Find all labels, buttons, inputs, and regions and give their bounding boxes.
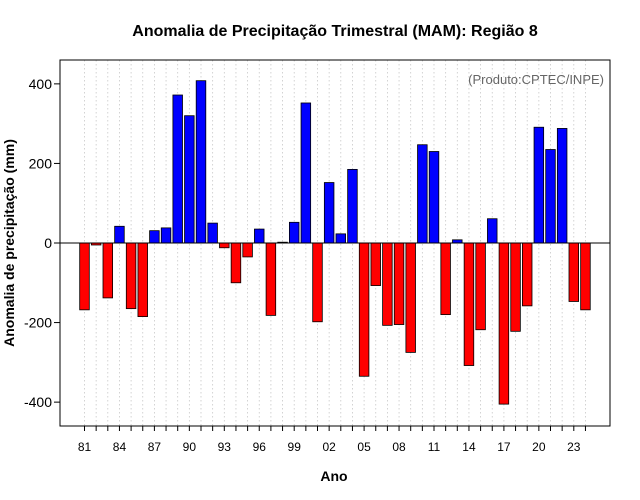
- bar-2010: [417, 144, 428, 244]
- bar-2020: [533, 126, 545, 244]
- x-tick-label-11: 11: [428, 440, 441, 454]
- bar-1999: [288, 221, 300, 244]
- bar-1989: [172, 94, 183, 244]
- bar-2015: [475, 242, 486, 331]
- x-tick-label-87: 87: [148, 440, 162, 454]
- x-tick-label-17: 17: [497, 440, 511, 454]
- x-tick-label-02: 02: [322, 440, 336, 454]
- bar-2023: [568, 242, 580, 302]
- x-tick-label-05: 05: [357, 440, 371, 454]
- bar-1981: [79, 242, 90, 311]
- bar-2019: [522, 242, 533, 307]
- bar-2006: [370, 242, 381, 286]
- bar-2005: [358, 242, 370, 377]
- y-axis-title: Anomalia de precipitação (mm): [1, 139, 17, 347]
- bar-2008: [393, 242, 405, 325]
- bar-1985: [125, 242, 137, 310]
- y-tick-label-0: 0: [44, 235, 52, 251]
- x-tick-label-99: 99: [288, 440, 302, 454]
- bar-1986: [137, 242, 148, 317]
- y-tick-label--400: -400: [24, 394, 52, 410]
- bar-2016: [487, 218, 498, 244]
- bar-1990: [184, 115, 195, 244]
- bar-2011: [428, 151, 440, 244]
- bar-1993: [219, 242, 230, 249]
- y-axis: -400 -200 0 200 400: [24, 76, 60, 410]
- chart-title: Anomalia de Precipitação Trimestral (MAM…: [132, 23, 538, 40]
- bar-2014: [463, 242, 475, 366]
- bar-1991: [195, 80, 207, 244]
- bar-1988: [160, 227, 172, 244]
- x-tick-label-81: 81: [78, 440, 92, 454]
- y-tick-label--200: -200: [24, 315, 52, 331]
- bar-2001: [312, 242, 323, 323]
- bar-2004: [347, 168, 358, 244]
- bar-2021: [545, 149, 556, 244]
- bar-2009: [405, 242, 416, 353]
- bar-2012: [440, 242, 451, 316]
- bar-1987: [149, 230, 160, 244]
- bar-2018: [510, 242, 521, 332]
- bar-1984: [114, 225, 125, 244]
- bar-1983: [102, 242, 114, 299]
- bars: [60, 80, 610, 405]
- x-tick-label-90: 90: [183, 440, 197, 454]
- bar-2003: [335, 233, 347, 244]
- bar-2017: [498, 242, 510, 405]
- x-tick-label-84: 84: [113, 440, 127, 454]
- bar-2000: [300, 102, 312, 244]
- y-tick-label-400: 400: [29, 76, 53, 92]
- x-tick-label-23: 23: [567, 440, 581, 454]
- bar-2007: [382, 242, 393, 326]
- bar-1996: [254, 228, 265, 244]
- x-tick-label-93: 93: [218, 440, 232, 454]
- source-annotation: (Produto:CPTEC/INPE): [468, 72, 604, 87]
- x-axis: 81 84 87 90 93 96 99 02 05 08 11 14 17 20 23: [78, 426, 586, 454]
- bar-2024: [580, 242, 591, 311]
- x-tick-label-96: 96: [253, 440, 267, 454]
- bar-2022: [556, 128, 568, 244]
- bar-1995: [242, 242, 253, 258]
- bar-1992: [207, 222, 218, 244]
- bar-1997: [265, 242, 277, 316]
- x-axis-title: Ano: [320, 468, 347, 484]
- x-tick-label-14: 14: [462, 440, 476, 454]
- y-tick-label-200: 200: [29, 155, 53, 171]
- bar-2002: [323, 182, 335, 244]
- bar-1994: [230, 242, 242, 284]
- x-tick-label-08: 08: [392, 440, 406, 454]
- x-tick-label-20: 20: [532, 440, 546, 454]
- plot-frame: [59, 59, 611, 427]
